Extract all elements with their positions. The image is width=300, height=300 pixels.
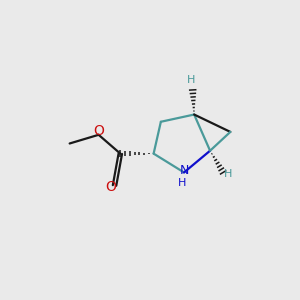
Text: H: H [187, 75, 195, 85]
Text: H: H [178, 178, 186, 188]
Text: H: H [224, 169, 232, 179]
Text: O: O [105, 180, 116, 194]
Text: O: O [93, 124, 104, 138]
Text: N: N [179, 164, 189, 178]
